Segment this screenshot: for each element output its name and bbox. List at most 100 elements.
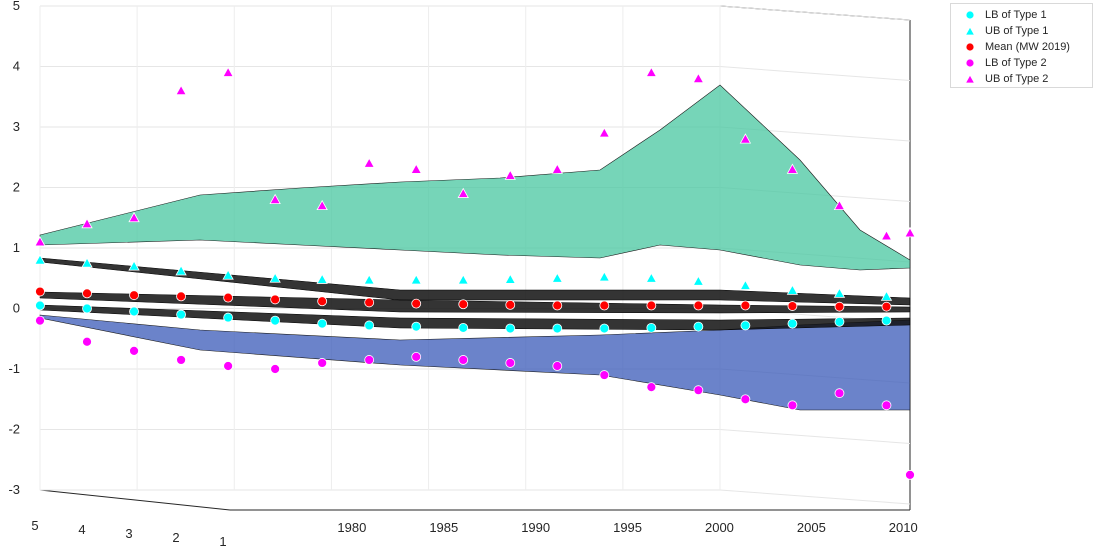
z-gridline-side (719, 489, 911, 505)
lb-type1-band (39, 304, 911, 331)
series-3-point (740, 394, 751, 405)
series-3-point (552, 361, 563, 371)
series-4-point (457, 187, 469, 198)
series-1-point (692, 275, 705, 286)
series-4-point (175, 84, 187, 96)
series-3-point (270, 364, 281, 374)
depth-tick-label: 4 (78, 522, 85, 537)
year-tick-label: 2010 (889, 520, 918, 535)
series-1-point (269, 272, 281, 283)
series-4-point (363, 157, 375, 168)
series-1-point (786, 284, 799, 295)
series-1-point (175, 265, 187, 276)
series-0-point (458, 322, 469, 333)
year-tick-label: 1980 (337, 520, 366, 535)
year-tick-label: 1995 (613, 520, 642, 535)
year-tick-label: 1985 (429, 520, 458, 535)
series-0-point (834, 316, 845, 327)
series-3-point (693, 385, 704, 396)
series-4-point (833, 199, 846, 211)
depth-tick-label: 3 (125, 526, 132, 541)
series-1-point (598, 271, 611, 282)
series-1-point (34, 254, 46, 265)
series-4-point (128, 211, 140, 223)
legend-label: LB of Type 2 (985, 57, 1047, 69)
series-1-point (880, 290, 893, 301)
z-gridline-side (719, 5, 911, 21)
magenta-triangle-marker-icon (955, 71, 985, 87)
series-1-point (833, 287, 846, 298)
series-2-point (35, 286, 45, 297)
series-1-point (316, 273, 328, 284)
series-4-point (904, 227, 916, 238)
series-0-point (740, 320, 751, 331)
depth-tick-labels: 5 4 3 2 1 (31, 518, 226, 549)
legend-label: LB of Type 1 (985, 9, 1047, 21)
series-3-point (834, 388, 845, 399)
series-2-point (270, 294, 281, 305)
series-1-point (739, 279, 752, 290)
legend-item-ub-type2: UB of Type 2 (955, 71, 1088, 87)
z-tick-labels: 5 4 3 2 1 0 -1 -2 -3 (8, 0, 20, 497)
series-1-point (81, 257, 93, 268)
cyan-circle-marker-icon (955, 7, 985, 23)
z-tick-label: -3 (8, 482, 20, 497)
series-3-point (129, 345, 139, 356)
series-3-point (905, 469, 915, 480)
year-tick-label: 2000 (705, 520, 734, 535)
series-3-point (881, 400, 892, 411)
series-0-point (693, 321, 704, 332)
series-2-point (129, 290, 139, 301)
series-1-point (128, 260, 140, 271)
series-3-point (35, 315, 45, 326)
series-2-point (505, 299, 516, 310)
depth-tick-label: 2 (172, 530, 179, 545)
series-0-point (82, 303, 92, 314)
legend-item-lb-type2: LB of Type 2 (955, 55, 1088, 71)
series-2-point (458, 299, 469, 310)
year-tick-label: 1990 (521, 520, 550, 535)
series-3-point (223, 361, 234, 371)
z-tick-label: 3 (13, 119, 20, 134)
legend-label: Mean (MW 2019) (985, 41, 1070, 53)
series-2-point (787, 301, 798, 311)
series-2-point (646, 300, 657, 311)
series-4-point (739, 133, 752, 144)
series-4-point (551, 163, 563, 174)
series-0-point (35, 300, 45, 311)
series-1-point (457, 274, 469, 285)
legend-item-lb-type1: LB of Type 1 (955, 7, 1088, 23)
series-0-point (223, 312, 234, 323)
series-2-point (223, 292, 234, 303)
series-2-point (881, 301, 892, 312)
series-0-point (411, 321, 422, 332)
z-gridline-side (719, 66, 911, 81)
series-0-point (364, 320, 375, 331)
z-gridline-side (719, 429, 911, 444)
series-4-point (880, 230, 893, 241)
legend-label: UB of Type 1 (985, 25, 1049, 37)
series-2-point (693, 300, 704, 311)
z-tick-label: 1 (13, 240, 20, 255)
series-3-point (176, 355, 186, 365)
magenta-circle-marker-icon (955, 55, 985, 71)
data-markers (34, 66, 916, 480)
cyan-triangle-marker-icon (955, 23, 985, 39)
series-3-point (505, 358, 516, 368)
series-3-point (458, 355, 469, 365)
depth-tick-label: 1 (219, 534, 226, 549)
series-2-point (364, 297, 375, 308)
series-4-point (34, 236, 46, 247)
series-4-point (786, 163, 799, 174)
series-0-point (599, 323, 610, 334)
series-0-point (646, 322, 657, 333)
series-4-point (645, 66, 658, 77)
series-1-point (645, 272, 658, 283)
series-1-point (222, 269, 234, 280)
series-4-point (504, 169, 516, 180)
series-2-point (740, 300, 751, 311)
legend-item-ub-type1: UB of Type 1 (955, 23, 1088, 39)
legend-item-mean: Mean (MW 2019) (955, 39, 1088, 55)
series-2-point (552, 300, 563, 311)
z-tick-label: -2 (8, 422, 20, 437)
